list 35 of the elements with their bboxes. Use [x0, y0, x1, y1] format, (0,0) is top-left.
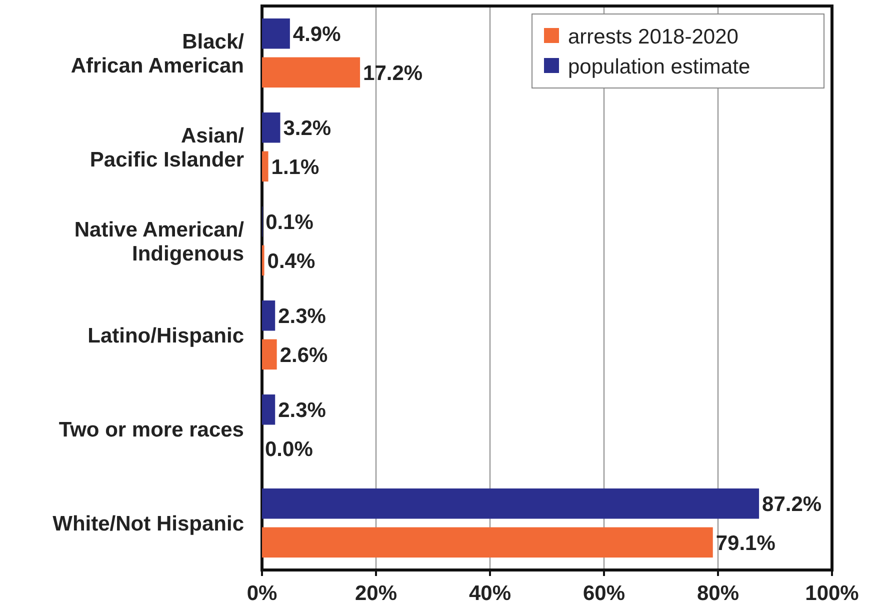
x-tick-label: 0%	[246, 582, 278, 605]
y-tick-label: Two or more races	[58, 418, 244, 442]
y-tick-label: Black/African American	[70, 30, 244, 78]
bar	[262, 112, 280, 143]
bar	[262, 394, 276, 425]
text: 2.6%	[280, 344, 328, 367]
text: 17.2%	[363, 62, 423, 85]
bar	[262, 57, 360, 88]
x-tick-label: 20%	[354, 582, 398, 605]
text: 2.3%	[278, 305, 326, 328]
y-tick-label: Asian/Pacific Islander	[90, 124, 244, 172]
x-tick-label: 80%	[696, 582, 740, 605]
x-tick-label: 100%	[805, 582, 860, 605]
text: 79.1%	[716, 532, 776, 555]
x-tick-label: 60%	[582, 582, 626, 605]
bar	[262, 488, 760, 519]
bar	[262, 300, 276, 331]
text: 2.3%	[278, 399, 326, 422]
bar	[262, 527, 713, 558]
y-tick-label: Latino/Hispanic	[88, 324, 244, 348]
text: 3.2%	[283, 117, 332, 140]
y-tick-label: White/Not Hispanic	[52, 512, 244, 536]
text: 0.0%	[265, 438, 313, 461]
bar	[262, 151, 268, 182]
x-tick-label: 40%	[468, 582, 512, 605]
y-tick-label: Native American/Indigenous	[74, 218, 244, 266]
text: 0.1%	[266, 211, 314, 234]
text: 0.4%	[267, 250, 316, 273]
text: 4.9%	[292, 23, 341, 46]
text: 87.2%	[762, 493, 822, 516]
legend-label: population estimate	[568, 56, 750, 79]
bar	[262, 18, 290, 49]
bar	[262, 339, 277, 370]
legend-label: arrests 2018-2020	[568, 26, 738, 49]
text: 1.1%	[271, 156, 320, 179]
